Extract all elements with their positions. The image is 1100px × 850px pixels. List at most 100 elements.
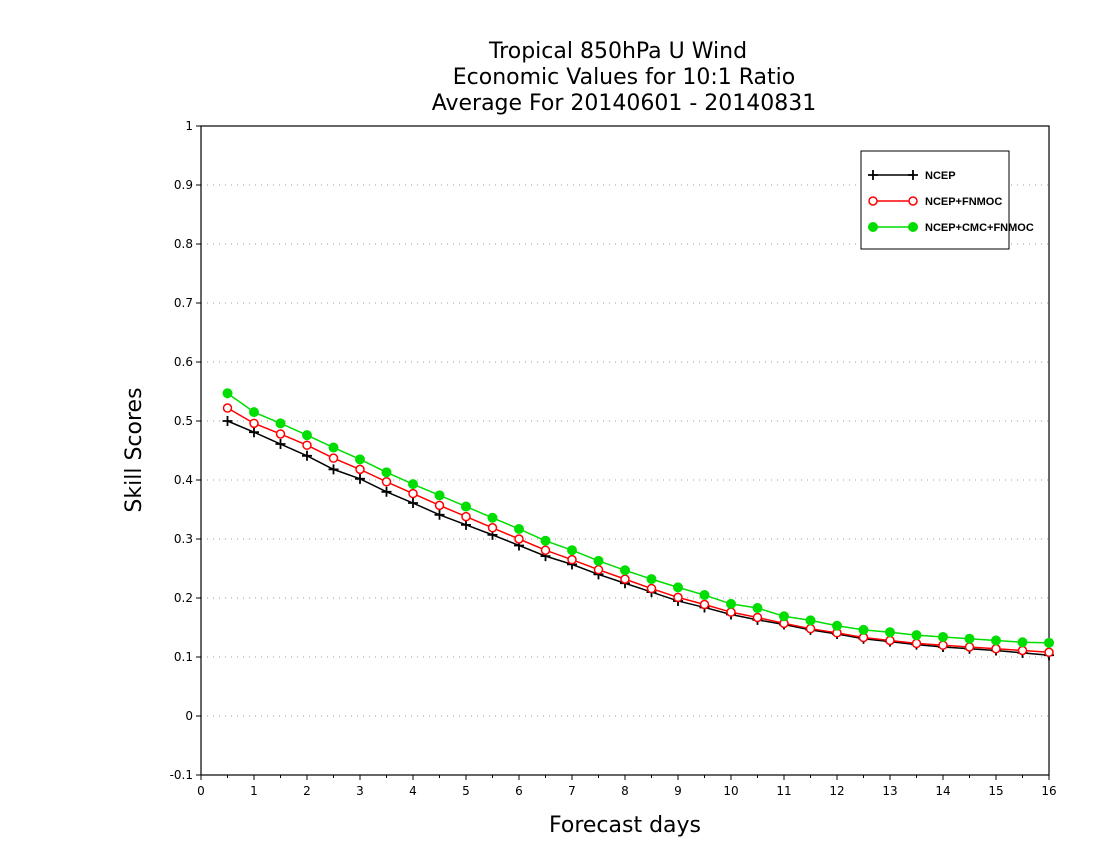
data-point bbox=[620, 574, 630, 584]
data-point bbox=[487, 523, 498, 533]
legend: NCEP NCEP+FNMOC NCEP+CMC+FNMOC bbox=[860, 150, 1034, 250]
legend-item: NCEP+CMC+FNMOC bbox=[868, 222, 1034, 234]
legend-marker bbox=[868, 222, 878, 232]
data-point bbox=[699, 599, 710, 610]
x-tick-label: 13 bbox=[882, 784, 897, 798]
y-tick-label: 0.1 bbox=[174, 650, 193, 664]
series-line bbox=[227, 392, 1050, 644]
y-tick-label: 0.2 bbox=[174, 591, 193, 605]
data-point bbox=[328, 453, 339, 463]
legend-label: NCEP+FNMOC bbox=[925, 196, 1002, 208]
y-tick-label: 1 bbox=[185, 119, 193, 133]
title-line-2: Economic Values for 10:1 Ratio bbox=[453, 65, 795, 90]
legend-marker bbox=[868, 170, 878, 180]
x-tick-label: 14 bbox=[935, 784, 950, 798]
data-point bbox=[302, 430, 312, 441]
data-point bbox=[964, 633, 975, 644]
data-point bbox=[328, 464, 339, 475]
data-point bbox=[699, 590, 710, 601]
data-point bbox=[991, 635, 1001, 646]
legend-item: NCEP bbox=[868, 170, 956, 182]
y-tick-label: 0.4 bbox=[174, 473, 193, 487]
x-tick-label: 12 bbox=[829, 784, 844, 798]
data-point bbox=[222, 403, 233, 413]
data-point bbox=[249, 418, 259, 429]
data-point bbox=[381, 486, 392, 497]
data-point bbox=[275, 439, 286, 450]
data-point bbox=[355, 464, 365, 475]
gridlines bbox=[201, 184, 1049, 717]
data-point bbox=[275, 429, 286, 439]
y-tick-label: 0.6 bbox=[174, 355, 193, 369]
x-tick-label: 7 bbox=[568, 784, 576, 798]
data-point bbox=[858, 624, 869, 635]
data-point bbox=[673, 592, 683, 603]
legend-item: NCEP+FNMOC bbox=[868, 196, 1002, 208]
data-point bbox=[567, 554, 577, 565]
chart-title: Tropical 850hPa U Wind Economic Values f… bbox=[432, 39, 817, 116]
x-tick-label: 10 bbox=[723, 784, 738, 798]
data-point bbox=[381, 477, 392, 487]
legend-label: NCEP bbox=[925, 170, 956, 182]
x-tick-label: 3 bbox=[356, 784, 364, 798]
data-point bbox=[911, 638, 922, 649]
series-ncep bbox=[222, 416, 1054, 661]
data-point bbox=[461, 519, 471, 530]
data-point bbox=[593, 555, 604, 566]
data-point bbox=[540, 535, 551, 546]
data-point bbox=[1044, 637, 1054, 648]
data-point bbox=[249, 427, 259, 438]
data-point bbox=[620, 565, 630, 576]
x-tick-label: 11 bbox=[776, 784, 791, 798]
data-point bbox=[567, 545, 577, 556]
data-point bbox=[434, 509, 445, 520]
series-line bbox=[227, 420, 1050, 656]
x-tick-label: 16 bbox=[1041, 784, 1056, 798]
data-point bbox=[885, 635, 895, 646]
x-axis-label: Forecast days bbox=[549, 813, 701, 838]
data-point bbox=[991, 643, 1001, 654]
data-point bbox=[673, 582, 683, 593]
data-point bbox=[726, 607, 736, 617]
data-point bbox=[885, 627, 895, 638]
data-point bbox=[328, 442, 339, 453]
data-point bbox=[434, 490, 445, 501]
series-line bbox=[227, 407, 1050, 654]
legend-marker bbox=[908, 222, 918, 232]
data-point bbox=[302, 450, 312, 461]
data-point bbox=[222, 416, 233, 426]
data-point bbox=[646, 583, 657, 594]
y-tick-label: 0.8 bbox=[174, 237, 193, 251]
x-axis: 0 1 2 3 4 5 6 7 8 9 10 11 12 13 14 15 16 bbox=[197, 775, 1057, 798]
data-point bbox=[461, 501, 471, 512]
data-point bbox=[1044, 647, 1054, 658]
title-line-3: Average For 20140601 - 20140831 bbox=[432, 91, 817, 116]
y-tick-label: 0.5 bbox=[174, 414, 193, 428]
data-point bbox=[355, 473, 365, 484]
x-tick-label: 4 bbox=[409, 784, 417, 798]
data-point bbox=[752, 612, 763, 623]
data-point bbox=[938, 631, 948, 642]
legend-box bbox=[860, 150, 1010, 250]
series-ncep-cmc-fnmoc bbox=[222, 388, 1054, 648]
x-tick-label: 1 bbox=[250, 784, 258, 798]
data-point bbox=[461, 511, 471, 522]
data-point bbox=[514, 523, 524, 534]
x-tick-label: 6 bbox=[515, 784, 523, 798]
y-tick-label: 0.3 bbox=[174, 532, 193, 546]
data-point bbox=[540, 545, 551, 555]
data-point bbox=[1017, 645, 1028, 656]
data-point bbox=[726, 598, 736, 609]
y-tick-label: -0.1 bbox=[170, 768, 193, 782]
data-point bbox=[434, 500, 445, 511]
x-tick-label: 8 bbox=[621, 784, 629, 798]
y-tick-label: 0.7 bbox=[174, 296, 193, 310]
data-point bbox=[408, 498, 418, 509]
data-point bbox=[408, 479, 418, 490]
data-point bbox=[805, 615, 816, 626]
data-point bbox=[381, 467, 392, 478]
data-point bbox=[964, 642, 975, 652]
data-point bbox=[487, 512, 498, 523]
data-point bbox=[222, 388, 233, 399]
